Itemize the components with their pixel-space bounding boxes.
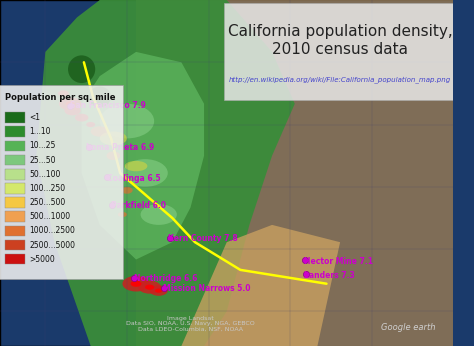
Ellipse shape: [145, 284, 154, 290]
Ellipse shape: [141, 204, 177, 225]
FancyBboxPatch shape: [0, 85, 123, 279]
FancyBboxPatch shape: [5, 112, 25, 123]
Ellipse shape: [118, 212, 127, 217]
Ellipse shape: [121, 187, 133, 194]
FancyBboxPatch shape: [5, 226, 25, 236]
Text: California population density,
2010 census data: California population density, 2010 cens…: [228, 24, 453, 57]
FancyBboxPatch shape: [5, 211, 25, 222]
FancyBboxPatch shape: [5, 140, 25, 151]
Ellipse shape: [58, 90, 69, 97]
Text: Landers 7.3: Landers 7.3: [304, 271, 355, 280]
Text: 500...1000: 500...1000: [29, 212, 71, 221]
Ellipse shape: [131, 281, 141, 287]
FancyBboxPatch shape: [5, 183, 25, 194]
Polygon shape: [136, 0, 454, 346]
FancyBboxPatch shape: [5, 127, 25, 137]
Text: 25...50: 25...50: [29, 156, 56, 165]
FancyBboxPatch shape: [5, 169, 25, 180]
Polygon shape: [82, 52, 204, 260]
Ellipse shape: [138, 281, 161, 294]
Ellipse shape: [150, 285, 168, 296]
Point: [160, 285, 168, 291]
Text: 10...25: 10...25: [29, 142, 56, 151]
Text: Hector Mine 7.1: Hector Mine 7.1: [304, 257, 373, 266]
Text: >5000: >5000: [29, 255, 55, 264]
Text: 1...10: 1...10: [29, 127, 51, 136]
Text: Google earth: Google earth: [381, 323, 435, 332]
Ellipse shape: [100, 131, 127, 145]
Polygon shape: [182, 225, 340, 346]
FancyBboxPatch shape: [225, 3, 456, 100]
FancyBboxPatch shape: [5, 254, 25, 264]
Point: [166, 235, 174, 241]
Text: Mission Narrows 5.0: Mission Narrows 5.0: [163, 284, 251, 293]
Ellipse shape: [64, 106, 81, 115]
Point: [109, 202, 116, 208]
Text: 2500...5000: 2500...5000: [29, 240, 75, 249]
Ellipse shape: [66, 101, 75, 107]
Ellipse shape: [68, 55, 95, 83]
FancyBboxPatch shape: [0, 0, 454, 346]
Text: http://en.wikipedia.org/wiki/File:California_population_map.png: http://en.wikipedia.org/wiki/File:Califo…: [229, 76, 451, 83]
Text: Coalinga 6.5: Coalinga 6.5: [107, 174, 160, 183]
Text: Kern County 7.8: Kern County 7.8: [168, 234, 237, 243]
Ellipse shape: [100, 104, 154, 138]
Text: <1: <1: [29, 113, 40, 122]
Polygon shape: [36, 0, 295, 346]
Ellipse shape: [122, 159, 168, 187]
Text: 250...500: 250...500: [29, 198, 66, 207]
Point: [302, 271, 310, 277]
Ellipse shape: [59, 97, 82, 110]
Point: [66, 103, 74, 108]
Point: [301, 257, 309, 263]
Ellipse shape: [89, 86, 111, 107]
Text: 100...250: 100...250: [29, 184, 65, 193]
Ellipse shape: [107, 152, 120, 160]
Point: [103, 175, 110, 180]
Ellipse shape: [125, 161, 147, 171]
Text: San Francisco 7.9: San Francisco 7.9: [70, 101, 146, 110]
Ellipse shape: [155, 289, 162, 293]
Ellipse shape: [91, 126, 109, 137]
Ellipse shape: [122, 276, 150, 291]
Text: Population per sq. mile: Population per sq. mile: [5, 93, 116, 102]
FancyBboxPatch shape: [5, 155, 25, 165]
Point: [85, 144, 93, 150]
FancyBboxPatch shape: [5, 240, 25, 251]
Text: 50...100: 50...100: [29, 170, 61, 179]
Text: Parkfield 6.0: Parkfield 6.0: [111, 201, 166, 210]
FancyBboxPatch shape: [5, 197, 25, 208]
Text: Image Landsat
Data SIO, NOAA, U.S. Navy, NGA, GEBCO
Data LDEO-Columbia, NSF, NOA: Image Landsat Data SIO, NOAA, U.S. Navy,…: [126, 316, 255, 332]
Text: Northridge 6.6: Northridge 6.6: [134, 274, 197, 283]
Ellipse shape: [86, 122, 95, 127]
Text: Loma Prieta 6.9: Loma Prieta 6.9: [86, 143, 155, 152]
Point: [130, 275, 137, 281]
Ellipse shape: [75, 114, 89, 121]
Text: 1000...2500: 1000...2500: [29, 226, 75, 235]
